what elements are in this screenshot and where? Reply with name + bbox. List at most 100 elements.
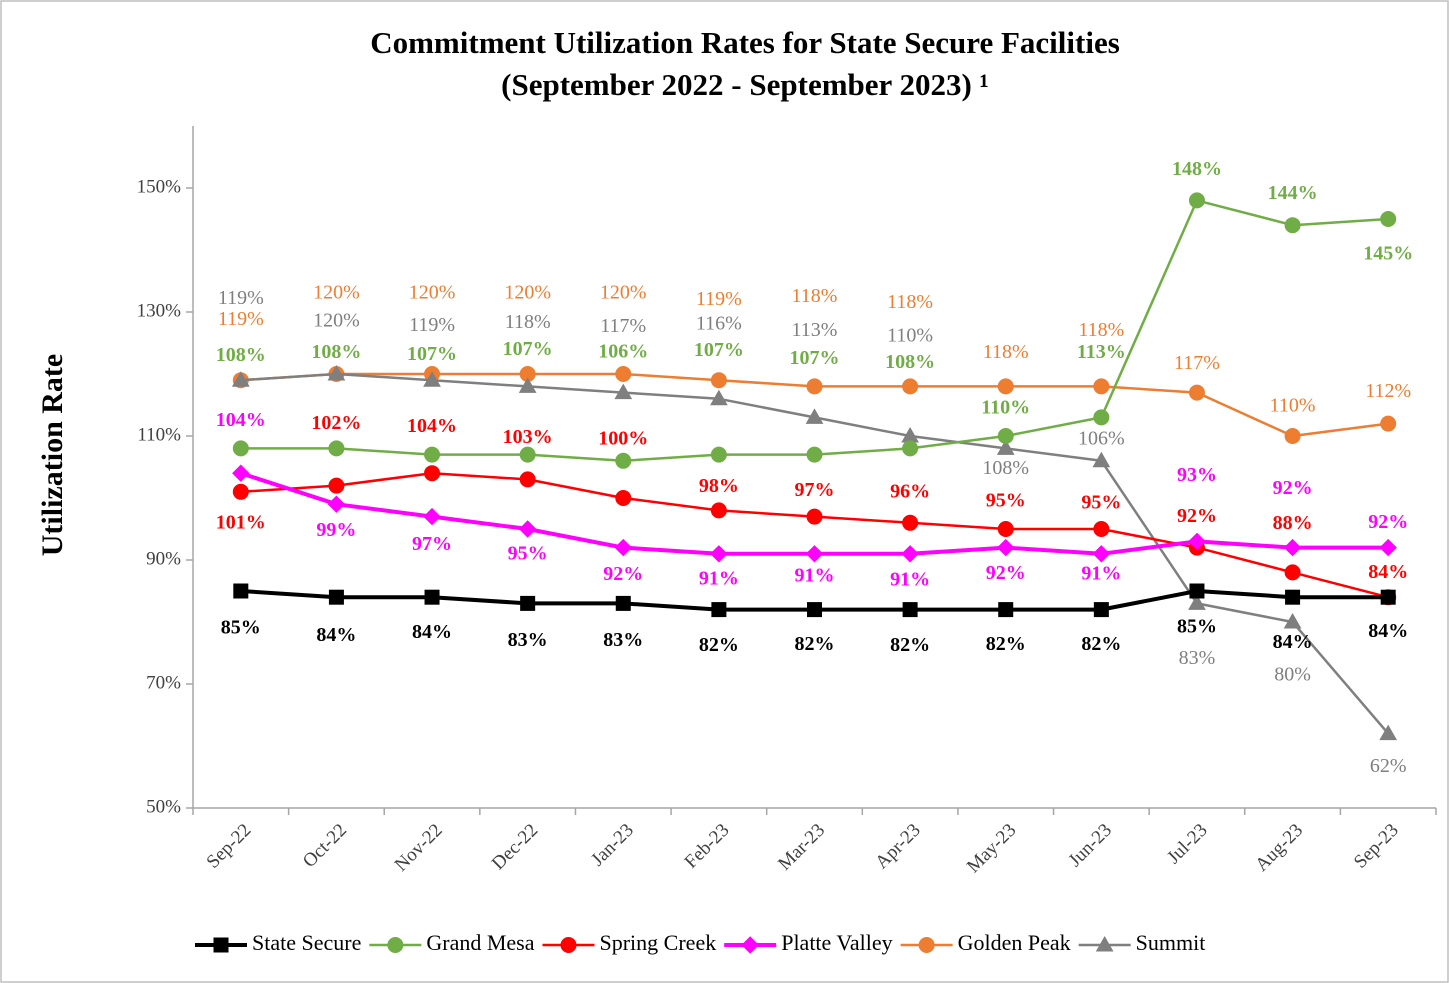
marker <box>560 937 577 953</box>
data-label: 116% <box>696 312 742 334</box>
marker <box>387 937 404 953</box>
data-label: 91% <box>795 564 835 586</box>
marker <box>327 495 346 513</box>
data-label: 107% <box>503 338 553 360</box>
marker <box>1380 415 1397 432</box>
marker <box>232 440 249 457</box>
data-label: 120% <box>600 282 647 304</box>
marker <box>1379 538 1397 557</box>
data-label: 97% <box>412 533 452 555</box>
data-label: 110% <box>981 397 1030 419</box>
marker <box>1283 612 1302 629</box>
legend-label: Golden Peak <box>958 930 1071 955</box>
data-label: 91% <box>890 568 930 590</box>
marker <box>807 602 822 618</box>
marker <box>1380 211 1397 227</box>
legend-item: Spring Creek <box>542 930 716 955</box>
marker <box>519 446 536 463</box>
marker <box>710 389 728 406</box>
marker <box>1093 378 1110 395</box>
marker <box>1095 935 1114 952</box>
marker <box>901 545 919 563</box>
marker <box>902 440 919 457</box>
marker <box>519 471 536 488</box>
data-label: 100% <box>598 428 648 450</box>
marker <box>233 583 249 599</box>
data-label: 110% <box>1270 395 1316 417</box>
marker <box>1092 545 1111 563</box>
marker <box>1188 192 1205 209</box>
marker <box>1092 451 1111 468</box>
marker <box>424 465 441 482</box>
data-label: 110% <box>887 325 933 347</box>
marker <box>710 545 728 563</box>
data-label: 103% <box>503 426 553 448</box>
data-label: 108% <box>216 344 266 366</box>
data-label: 92% <box>603 563 643 585</box>
data-label: 82% <box>699 634 739 656</box>
data-label: 108% <box>982 457 1029 479</box>
marker <box>805 545 824 563</box>
marker <box>328 440 345 457</box>
data-label: 144% <box>1268 182 1318 204</box>
data-label: 118% <box>505 311 551 333</box>
marker <box>1188 594 1206 610</box>
data-label: 118% <box>887 291 933 313</box>
marker <box>518 377 537 393</box>
marker <box>424 589 440 605</box>
data-label: 92% <box>1177 505 1217 527</box>
data-label: 119% <box>696 288 742 310</box>
data-label: 84% <box>1368 620 1408 642</box>
marker <box>614 538 632 557</box>
legend-item: State Secure <box>195 930 361 955</box>
data-label: 104% <box>407 415 457 437</box>
legend-label: Platte Valley <box>781 930 892 955</box>
data-label: 120% <box>409 282 456 304</box>
marker <box>997 538 1015 557</box>
data-label: 108% <box>311 341 361 363</box>
y-axis-label: Utilization Rate <box>36 354 69 556</box>
marker <box>902 378 919 395</box>
chart-title: Commitment Utilization Rates for State S… <box>370 25 1120 60</box>
data-label: 80% <box>1274 664 1311 686</box>
legend-item: Summit <box>1078 930 1205 955</box>
marker <box>615 595 631 611</box>
marker <box>327 364 346 381</box>
y-tick-label: 130% <box>137 300 182 321</box>
data-label: 145% <box>1363 243 1413 265</box>
data-label: 117% <box>1174 352 1220 374</box>
data-label: 148% <box>1172 158 1222 180</box>
marker <box>1093 409 1110 426</box>
data-label: 106% <box>598 340 648 362</box>
marker <box>805 408 824 424</box>
data-label: 82% <box>890 634 930 656</box>
marker <box>1188 532 1206 551</box>
marker <box>998 602 1014 618</box>
marker <box>424 446 441 463</box>
data-label: 97% <box>795 479 835 501</box>
marker <box>423 371 441 387</box>
data-label: 112% <box>1365 380 1411 402</box>
data-label: 102% <box>311 412 361 434</box>
marker <box>615 366 632 382</box>
marker <box>997 428 1014 444</box>
data-label: 99% <box>316 519 356 541</box>
data-label: 120% <box>504 282 551 304</box>
data-label: 98% <box>699 475 739 497</box>
marker <box>1189 583 1205 599</box>
marker <box>1284 564 1301 581</box>
data-label: 82% <box>1081 633 1121 655</box>
data-label: 117% <box>600 315 646 337</box>
marker <box>231 371 250 387</box>
y-tick-label: 110% <box>137 424 181 445</box>
data-label: 120% <box>313 282 360 304</box>
marker <box>1284 428 1301 444</box>
data-label: 83% <box>1179 647 1216 669</box>
marker <box>1285 589 1301 605</box>
data-label: 84% <box>1368 561 1408 583</box>
marker <box>328 589 344 605</box>
marker <box>213 937 229 953</box>
data-label: 84% <box>412 621 452 643</box>
data-label: 113% <box>1077 341 1126 363</box>
marker <box>518 520 537 538</box>
